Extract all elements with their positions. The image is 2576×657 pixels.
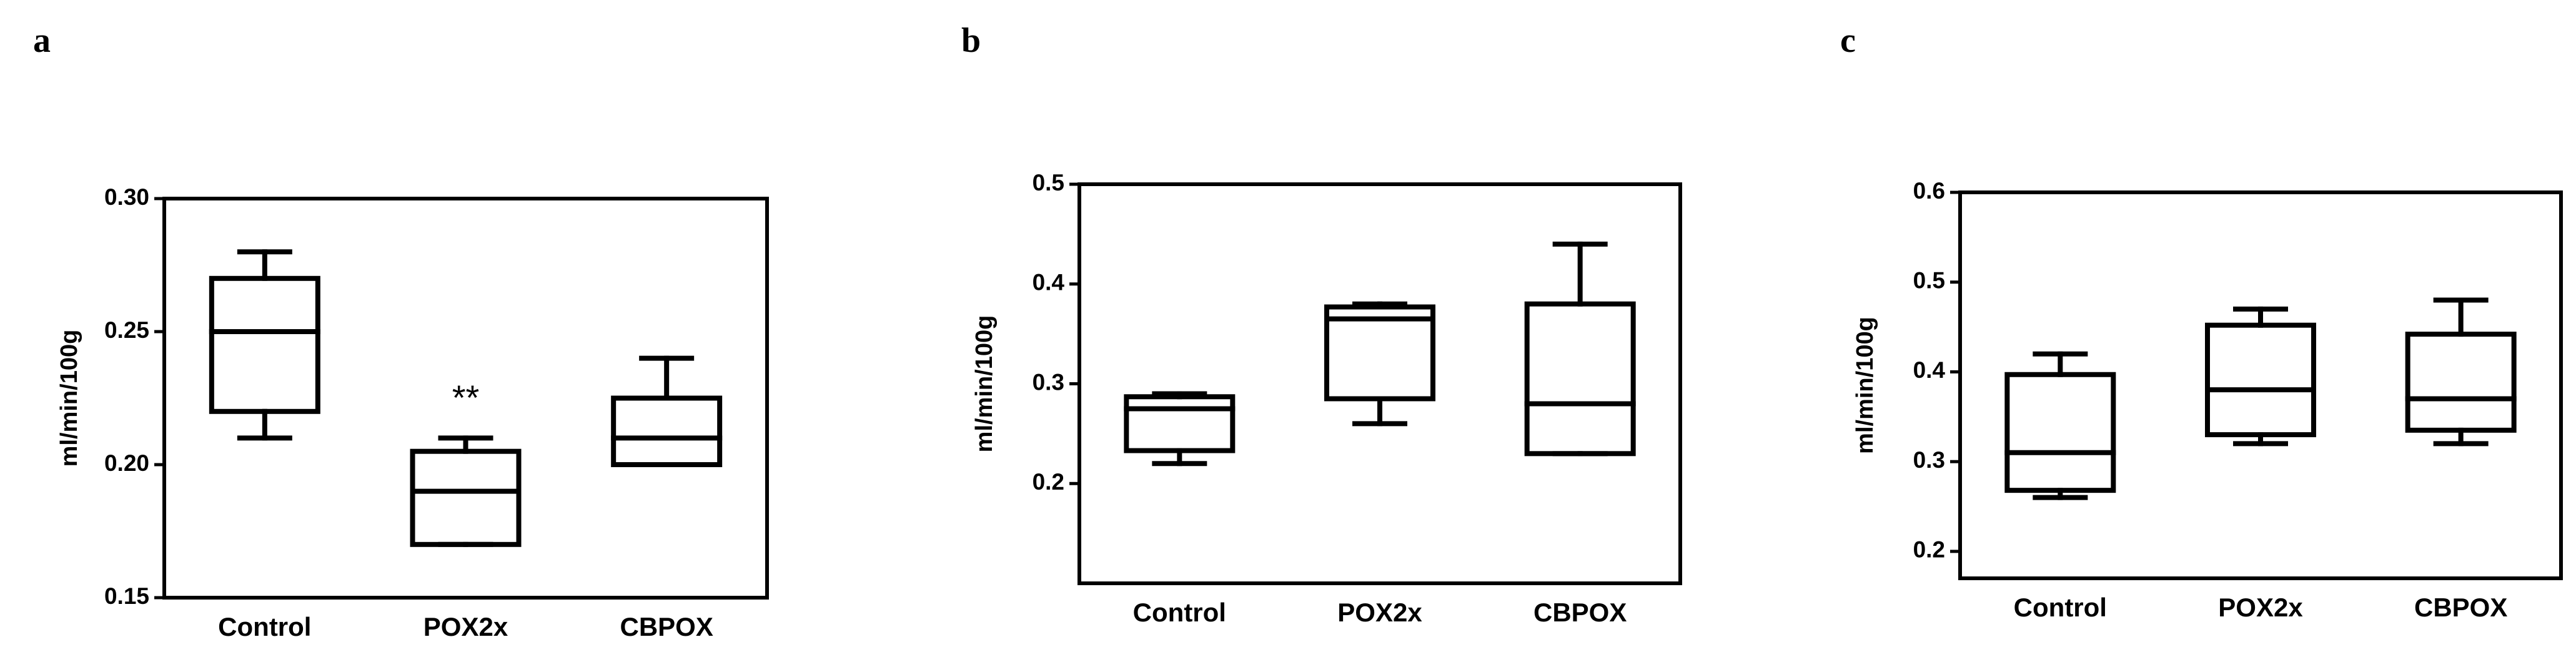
panel-label: b xyxy=(961,21,981,60)
y-tick-label: 0.20 xyxy=(104,450,149,476)
y-tick-label: 0.3 xyxy=(1913,447,1945,473)
x-tick-label: Control xyxy=(1133,598,1226,627)
box xyxy=(410,448,522,547)
box xyxy=(209,275,320,414)
y-tick-label: 0.5 xyxy=(1033,170,1064,195)
y-axis-label: ml/min/100g xyxy=(1852,317,1878,454)
box xyxy=(1124,394,1236,453)
x-tick-label: POX2x xyxy=(1337,598,1422,627)
x-tick-label: POX2x xyxy=(2218,593,2303,622)
y-tick-label: 0.4 xyxy=(1033,270,1065,295)
y-tick-label: 0.6 xyxy=(1913,178,1945,204)
box xyxy=(2205,322,2316,438)
y-tick-label: 0.2 xyxy=(1913,537,1945,563)
x-tick-label: Control xyxy=(2014,593,2107,622)
y-tick-label: 0.2 xyxy=(1033,469,1064,495)
box xyxy=(1324,304,1435,402)
plot-frame xyxy=(162,197,769,600)
box xyxy=(2004,372,2116,493)
x-tick-label: CBPOX xyxy=(1533,598,1627,627)
y-axis-label: ml/min/100g xyxy=(56,330,82,467)
plot-frame xyxy=(1958,190,2563,580)
y-tick-label: 0.25 xyxy=(104,317,149,343)
x-tick-label: CBPOX xyxy=(2414,593,2507,622)
panel-label: c xyxy=(1840,21,1856,60)
y-tick-label: 0.15 xyxy=(104,583,149,609)
y-axis-label: ml/min/100g xyxy=(971,315,998,453)
box xyxy=(2405,332,2517,433)
box xyxy=(611,395,723,467)
annotation: ** xyxy=(452,378,480,417)
x-tick-label: Control xyxy=(218,612,311,641)
y-tick-label: 0.30 xyxy=(104,184,149,210)
y-tick-label: 0.3 xyxy=(1033,369,1064,395)
x-tick-label: POX2x xyxy=(424,612,508,641)
y-tick-label: 0.4 xyxy=(1913,357,1946,383)
y-tick-label: 0.5 xyxy=(1913,268,1945,294)
panel-label: a xyxy=(33,21,51,60)
x-tick-label: CBPOX xyxy=(620,612,713,641)
box xyxy=(1524,301,1636,457)
